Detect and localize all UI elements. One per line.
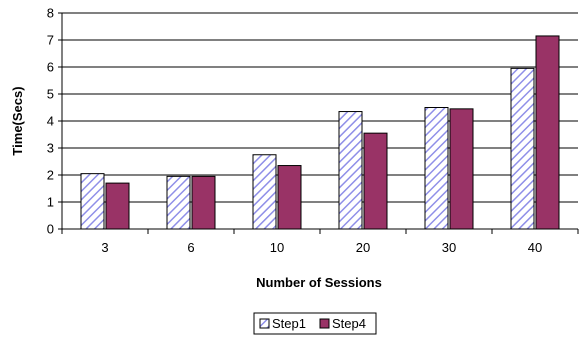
gridlines [62,12,578,203]
y-tick-label: 3 [47,141,54,156]
bar-step4-3 [105,182,130,230]
y-tick-label: 8 [47,6,54,21]
y-tick-label: 7 [47,33,54,48]
x-tick-label: 30 [442,240,456,255]
bar-step1-30 [424,107,449,230]
bar-step1-3 [80,173,105,230]
y-tick-label: 1 [47,195,54,210]
y-tick-label: 0 [47,222,54,237]
bar-step1-40 [510,67,535,230]
bar-step4-30 [449,108,474,230]
legend-swatch-step1 [259,318,270,329]
y-tick-label: 4 [47,114,54,129]
legend-box [253,312,377,335]
y-tick-label: 2 [47,168,54,183]
x-tick-label: 6 [187,240,194,255]
legend-label-step4: Step4 [332,316,366,331]
bars [80,35,560,230]
x-tick-label: 3 [101,240,108,255]
bar-step1-10 [252,154,277,230]
x-axis-title: Number of Sessions [256,275,382,290]
y-tick-label: 5 [47,87,54,102]
x-tick-label: 40 [528,240,542,255]
x-tick-label: 20 [356,240,370,255]
x-tick-label: 10 [270,240,284,255]
bar-step4-20 [363,132,388,230]
bar-step4-40 [535,35,560,230]
legend: Step1 Step4 [253,312,377,335]
legend-label-step1: Step1 [272,316,306,331]
x-axis-ticks: 3 6 10 20 30 40 [61,229,579,255]
bar-step4-10 [277,165,302,230]
bar-step1-6 [166,175,191,230]
bar-step4-6 [191,175,216,230]
y-axis-ticks: 0 1 2 3 4 5 6 7 8 [47,6,62,237]
y-tick-label: 6 [47,60,54,75]
bar-step1-20 [338,111,363,230]
y-axis-title: Time(Secs) [10,86,25,155]
legend-swatch-step4 [319,318,330,329]
